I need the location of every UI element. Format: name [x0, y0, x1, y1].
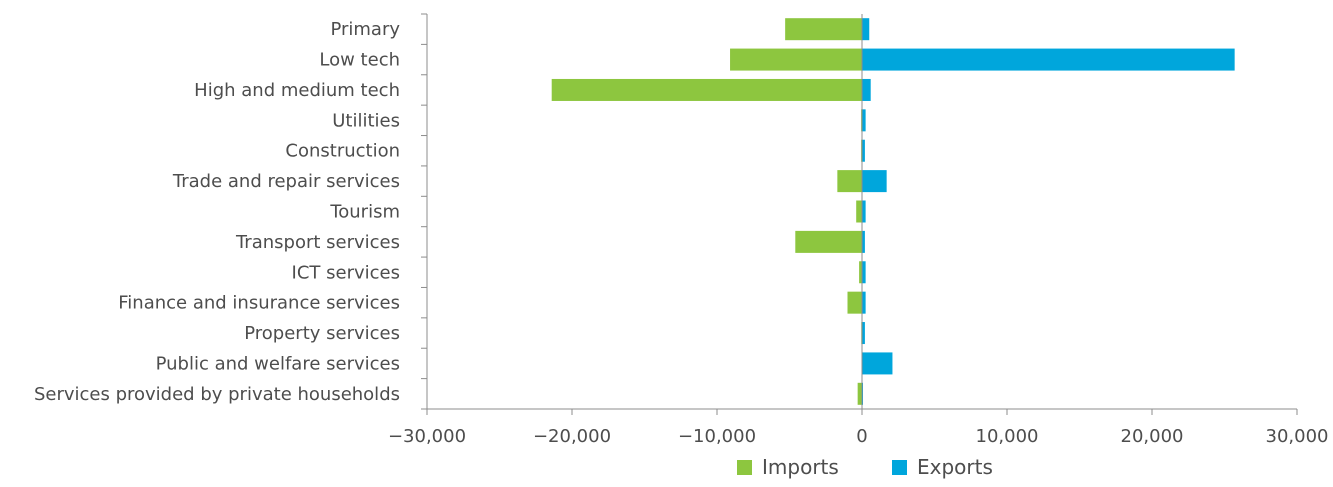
- legend-swatch-imports: [737, 460, 752, 475]
- bar-imports-1: [730, 48, 862, 71]
- bar-exports-11: [862, 352, 893, 375]
- bars-group: [551, 18, 1235, 405]
- legend-swatch-exports: [892, 460, 907, 475]
- category-label: Primary: [330, 19, 400, 40]
- x-tick-label: 10,000: [976, 426, 1039, 447]
- bar-imports-5: [837, 170, 862, 193]
- category-label: ICT services: [292, 262, 400, 283]
- bar-imports-9: [847, 291, 862, 314]
- bar-exports-5: [862, 170, 887, 193]
- category-label: Tourism: [329, 202, 400, 223]
- bar-exports-10: [862, 322, 865, 345]
- legend: Imports Exports: [737, 455, 993, 479]
- x-tick-label: 30,000: [1266, 426, 1329, 447]
- legend-label-imports: Imports: [762, 455, 839, 479]
- category-label: Trade and repair services: [172, 171, 400, 192]
- bar-exports-3: [862, 109, 866, 132]
- x-tick-label: −30,000: [388, 426, 466, 447]
- category-label: Construction: [285, 141, 400, 162]
- bar-exports-8: [862, 261, 866, 284]
- legend-label-exports: Exports: [917, 455, 993, 479]
- bar-imports-12: [857, 382, 862, 405]
- bar-exports-4: [862, 139, 865, 162]
- category-label: Transport services: [235, 232, 400, 253]
- category-label: Finance and insurance services: [118, 293, 400, 314]
- bar-exports-7: [862, 230, 865, 253]
- bar-exports-6: [862, 200, 866, 223]
- category-label: Utilities: [332, 110, 400, 131]
- category-label: High and medium tech: [194, 80, 400, 101]
- category-labels-group: Primary Low tech High and medium tech Utili…: [34, 19, 400, 405]
- bar-exports-1: [862, 48, 1235, 71]
- bar-exports-2: [862, 78, 871, 101]
- category-label: Low tech: [319, 50, 400, 71]
- x-ticks-group: −30,000 −20,000 −10,000 0 10,000 20,000 30,000: [388, 409, 1329, 447]
- bar-imports-6: [856, 200, 862, 223]
- bar-exports-9: [862, 291, 866, 314]
- x-tick-label: 20,000: [1121, 426, 1184, 447]
- category-label: Services provided by private households: [34, 384, 400, 405]
- category-label: Public and welfare services: [156, 353, 400, 374]
- bar-imports-8: [859, 261, 862, 284]
- category-label: Property services: [244, 323, 400, 344]
- bar-imports-2: [551, 78, 862, 101]
- bar-exports-0: [862, 18, 870, 41]
- x-tick-label: −20,000: [533, 426, 611, 447]
- x-tick-label: −10,000: [678, 426, 756, 447]
- bar-imports-7: [795, 230, 862, 253]
- x-tick-label: 0: [856, 426, 867, 447]
- bar-imports-0: [785, 18, 862, 41]
